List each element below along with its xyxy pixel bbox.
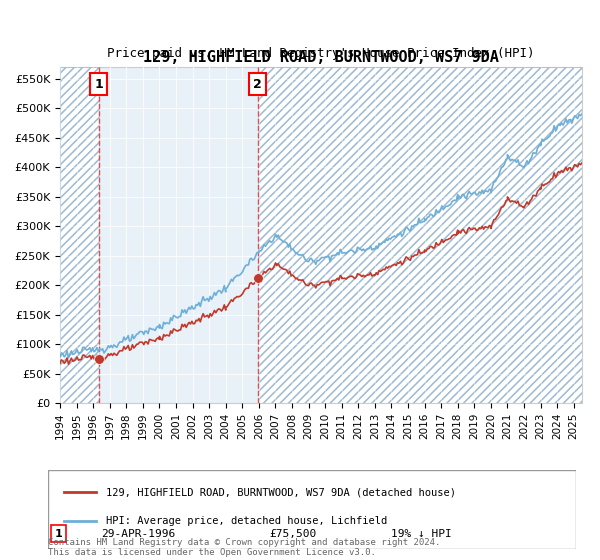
HPI: Average price, detached house, Lichfield: (1.99e+03, 7.69e+04): Average price, detached house, Lichfield…	[65, 354, 72, 361]
129, HIGHFIELD ROAD, BURNTWOOD, WS7 9DA (detached house)	[75, 357, 82, 363]
HPI: Average price, detached house, Lichfield: (2e+03, 8.49e+04): Average price, detached house, Lichfield…	[75, 350, 82, 357]
HPI: Average price, detached house, Lichfield: (2.01e+03, 2.73e+05): Average price, detached house, Lichfield…	[265, 239, 272, 246]
HPI: Average price, detached house, Lichfield: (2.02e+03, 4.72e+05): Average price, detached house, Lichfield…	[559, 122, 566, 128]
129, HIGHFIELD ROAD, BURNTWOOD, WS7 9DA (detached house)	[380, 266, 387, 273]
HPI: Average price, detached house, Lichfield: (2.03e+03, 4.91e+05): Average price, detached house, Lichfield…	[578, 110, 586, 117]
Text: £75,500: £75,500	[270, 529, 317, 539]
Text: 29-APR-1996: 29-APR-1996	[101, 529, 175, 539]
129, HIGHFIELD ROAD, BURNTWOOD, WS7 9DA (detached house)	[554, 170, 561, 177]
HPI: Average price, detached house, Lichfield: (2.01e+03, 2.74e+05): Average price, detached house, Lichfield…	[380, 239, 387, 245]
Text: Price paid vs. HM Land Registry's House Price Index (HPI): Price paid vs. HM Land Registry's House …	[107, 48, 535, 60]
Bar	[60, 67, 98, 403]
Bar	[257, 67, 582, 403]
Bar	[98, 67, 257, 403]
HPI: Average price, detached house, Lichfield: (2.02e+03, 4.69e+05): Average price, detached house, Lichfield…	[554, 124, 561, 130]
Text: 19% ↓ HPI: 19% ↓ HPI	[391, 529, 452, 539]
Bar	[257, 67, 582, 403]
Text: 129, HIGHFIELD ROAD, BURNTWOOD, WS7 9DA (detached house): 129, HIGHFIELD ROAD, BURNTWOOD, WS7 9DA …	[106, 487, 456, 497]
HPI: Average price, detached house, Lichfield: (2.01e+03, 2.58e+05): Average price, detached house, Lichfield…	[346, 248, 353, 254]
Text: 1: 1	[55, 529, 62, 539]
Text: Contains HM Land Registry data © Crown copyright and database right 2024.
This d: Contains HM Land Registry data © Crown c…	[48, 538, 440, 557]
129, HIGHFIELD ROAD, BURNTWOOD, WS7 9DA (detached house)	[56, 360, 64, 367]
129, HIGHFIELD ROAD, BURNTWOOD, WS7 9DA (detached house)	[65, 361, 72, 367]
Line: HPI: Average price, detached house, Lichfield: HPI: Average price, detached house, Lich…	[60, 114, 582, 358]
Text: 2: 2	[253, 77, 262, 91]
129, HIGHFIELD ROAD, BURNTWOOD, WS7 9DA (detached house)	[265, 267, 272, 273]
FancyBboxPatch shape	[48, 470, 576, 549]
129, HIGHFIELD ROAD, BURNTWOOD, WS7 9DA (detached house)	[559, 169, 566, 176]
Bar	[60, 67, 98, 403]
129, HIGHFIELD ROAD, BURNTWOOD, WS7 9DA (detached house)	[346, 274, 353, 281]
Text: 1: 1	[94, 77, 103, 91]
Line: 129, HIGHFIELD ROAD, BURNTWOOD, WS7 9DA (detached house): 129, HIGHFIELD ROAD, BURNTWOOD, WS7 9DA …	[60, 163, 582, 364]
HPI: Average price, detached house, Lichfield: (1.99e+03, 7.87e+04): Average price, detached house, Lichfield…	[56, 353, 64, 360]
Title: 129, HIGHFIELD ROAD, BURNTWOOD, WS7 9DA: 129, HIGHFIELD ROAD, BURNTWOOD, WS7 9DA	[143, 50, 499, 64]
129, HIGHFIELD ROAD, BURNTWOOD, WS7 9DA (detached house)	[578, 160, 586, 166]
Text: HPI: Average price, detached house, Lichfield: HPI: Average price, detached house, Lich…	[106, 516, 388, 526]
